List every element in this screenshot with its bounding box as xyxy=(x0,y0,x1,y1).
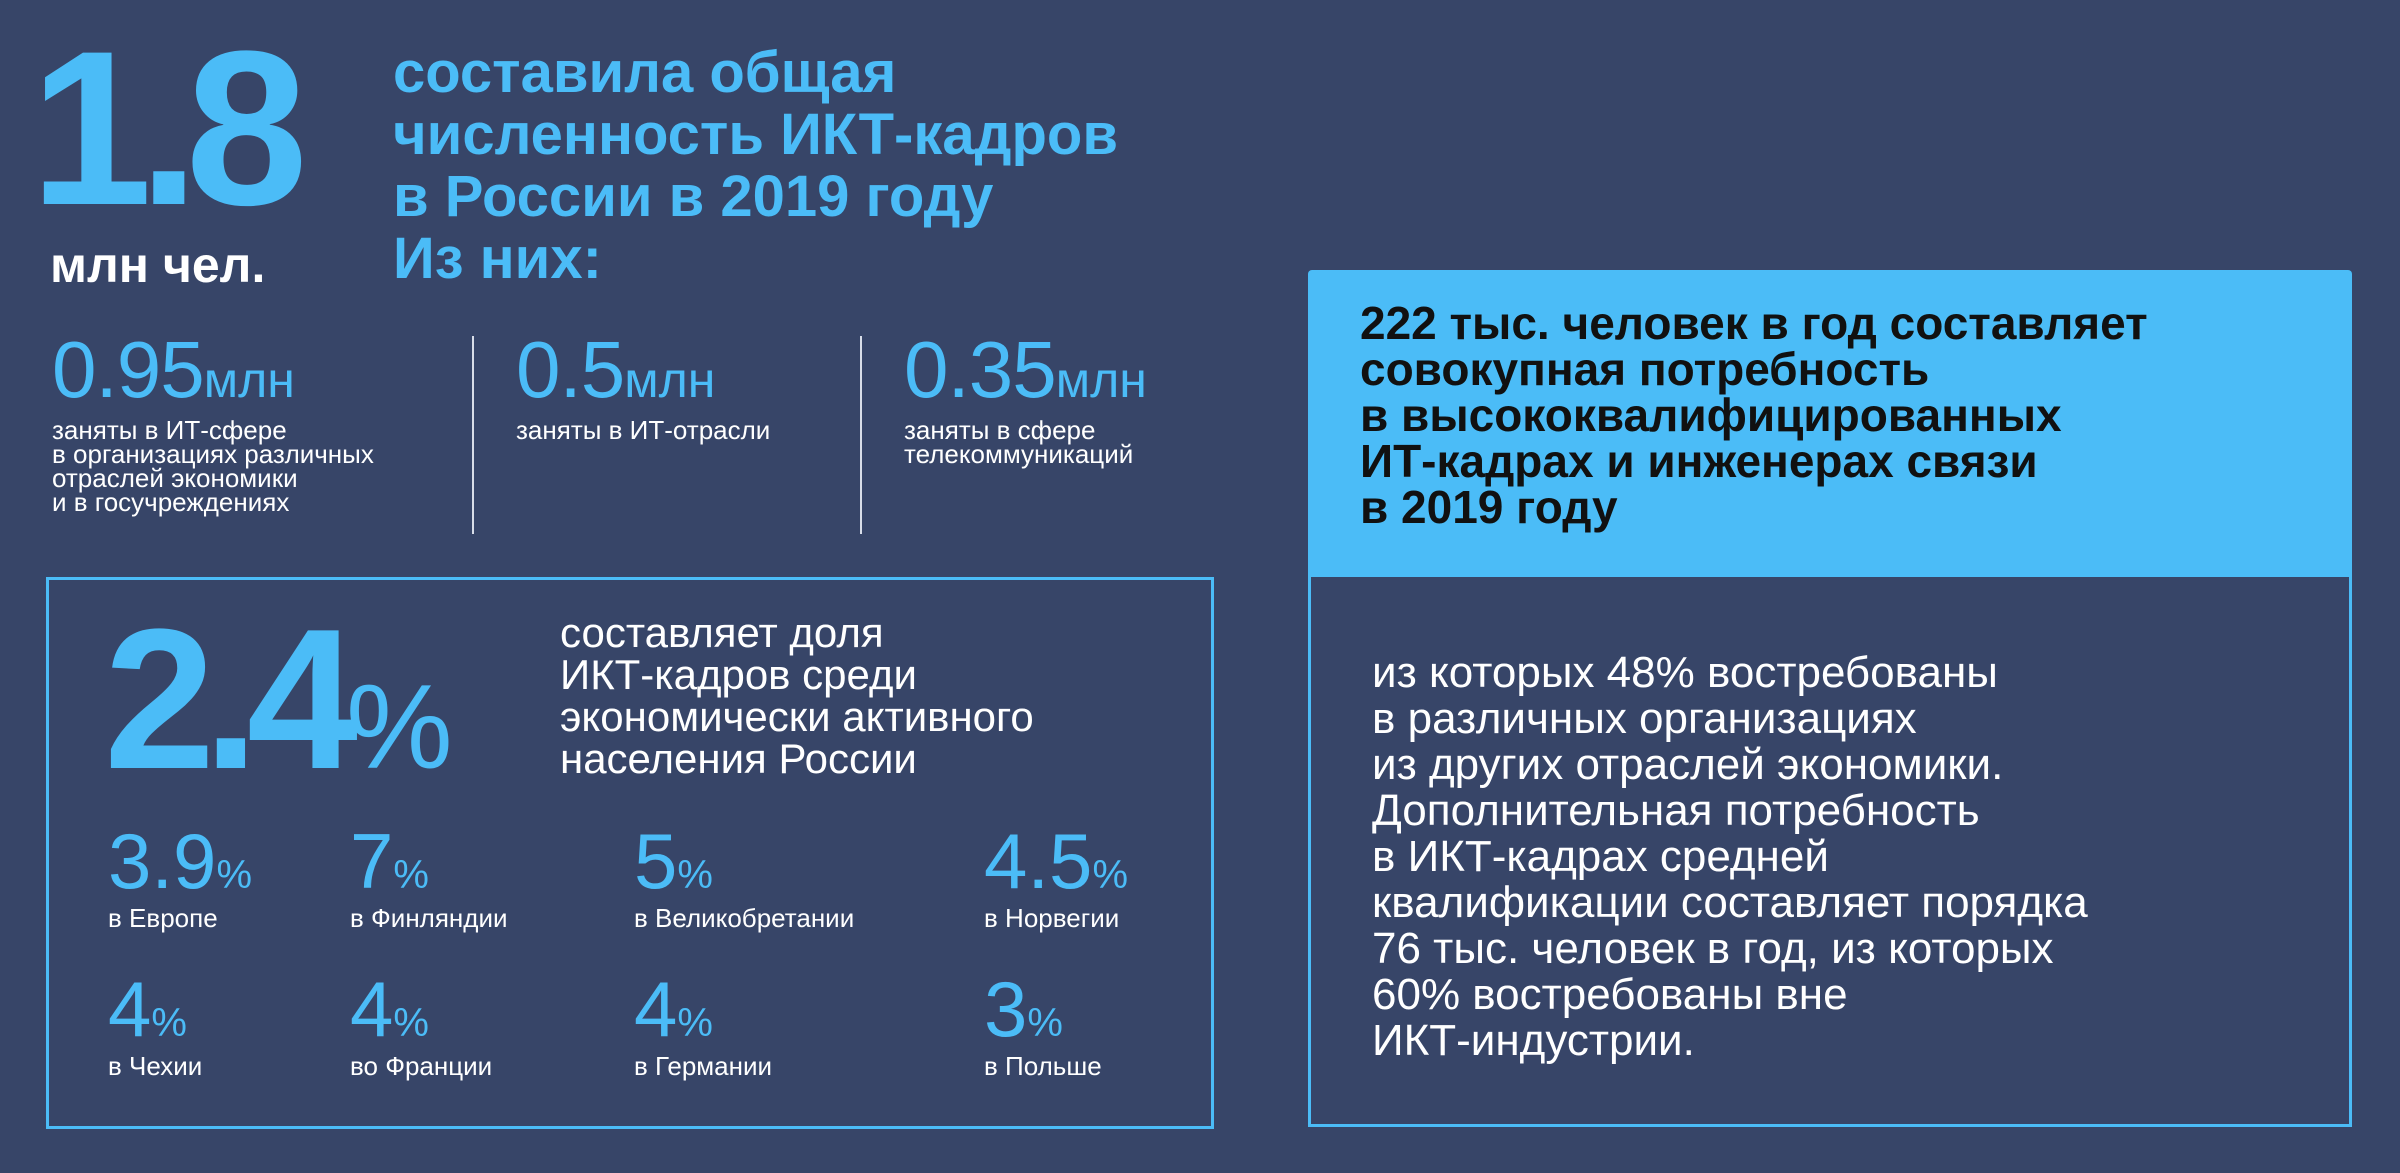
breakdown-value: 0.95млн xyxy=(52,325,295,414)
breakdown-description: заняты в ИТ-сфере в организациях различн… xyxy=(52,415,374,517)
breakdown-description: заняты в сфере телекоммуникаций xyxy=(904,415,1134,469)
total-headcount-unit: млн чел. xyxy=(50,237,266,293)
demand-header-box xyxy=(1308,270,2352,577)
share-value: 2.4% xyxy=(104,588,453,811)
country-stat-germany: 4% в Германии xyxy=(634,965,773,1081)
share-box xyxy=(46,577,1214,1129)
country-stat-europe: 3.9% в Европе xyxy=(108,817,253,933)
country-stat-norway: 4.5% в Норвегии xyxy=(984,817,1129,933)
divider xyxy=(472,336,474,534)
headline-line: Из них: xyxy=(393,226,602,291)
country-stat-finland: 7% в Финляндии xyxy=(350,817,508,933)
demand-body-box xyxy=(1308,574,2352,1127)
country-stat-poland: 3% в Польше xyxy=(984,965,1102,1081)
breakdown-value: 0.5млн xyxy=(516,325,716,414)
breakdown-description: заняты в ИТ-отрасли xyxy=(516,415,771,445)
headline-line: в России в 2019 году xyxy=(393,164,994,229)
divider xyxy=(860,336,862,534)
country-stat-france: 4% во Франции xyxy=(350,965,493,1081)
breakdown-it-sector: 0.95млн заняты в ИТ-сфере в организациях… xyxy=(52,325,374,517)
country-stat-czechia: 4% в Чехии xyxy=(108,965,203,1081)
demand-description: из которых 48% востребованы в различных … xyxy=(1372,648,2088,1065)
headline-line: численность ИКТ-кадров xyxy=(393,102,1118,167)
headline-line: составила общая xyxy=(393,40,897,105)
country-stat-uk: 5% в Великобретании xyxy=(634,817,855,933)
headline: составила общая численность ИКТ-кадров в… xyxy=(393,42,1293,290)
breakdown-telecom: 0.35млн заняты в сфере телекоммуникаций xyxy=(904,325,1147,469)
demand-title: 222 тыс. человек в год составляет совоку… xyxy=(1360,297,2148,533)
breakdown-it-industry: 0.5млн заняты в ИТ-отрасли xyxy=(516,325,771,445)
share-description: составляет доля ИКТ-кадров среди экономи… xyxy=(560,609,1034,782)
breakdown-value: 0.35млн xyxy=(904,325,1147,414)
total-headcount-value: 1.8 xyxy=(30,5,308,251)
